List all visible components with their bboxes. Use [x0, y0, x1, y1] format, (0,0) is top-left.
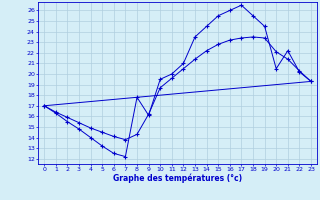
- X-axis label: Graphe des températures (°c): Graphe des températures (°c): [113, 174, 242, 183]
